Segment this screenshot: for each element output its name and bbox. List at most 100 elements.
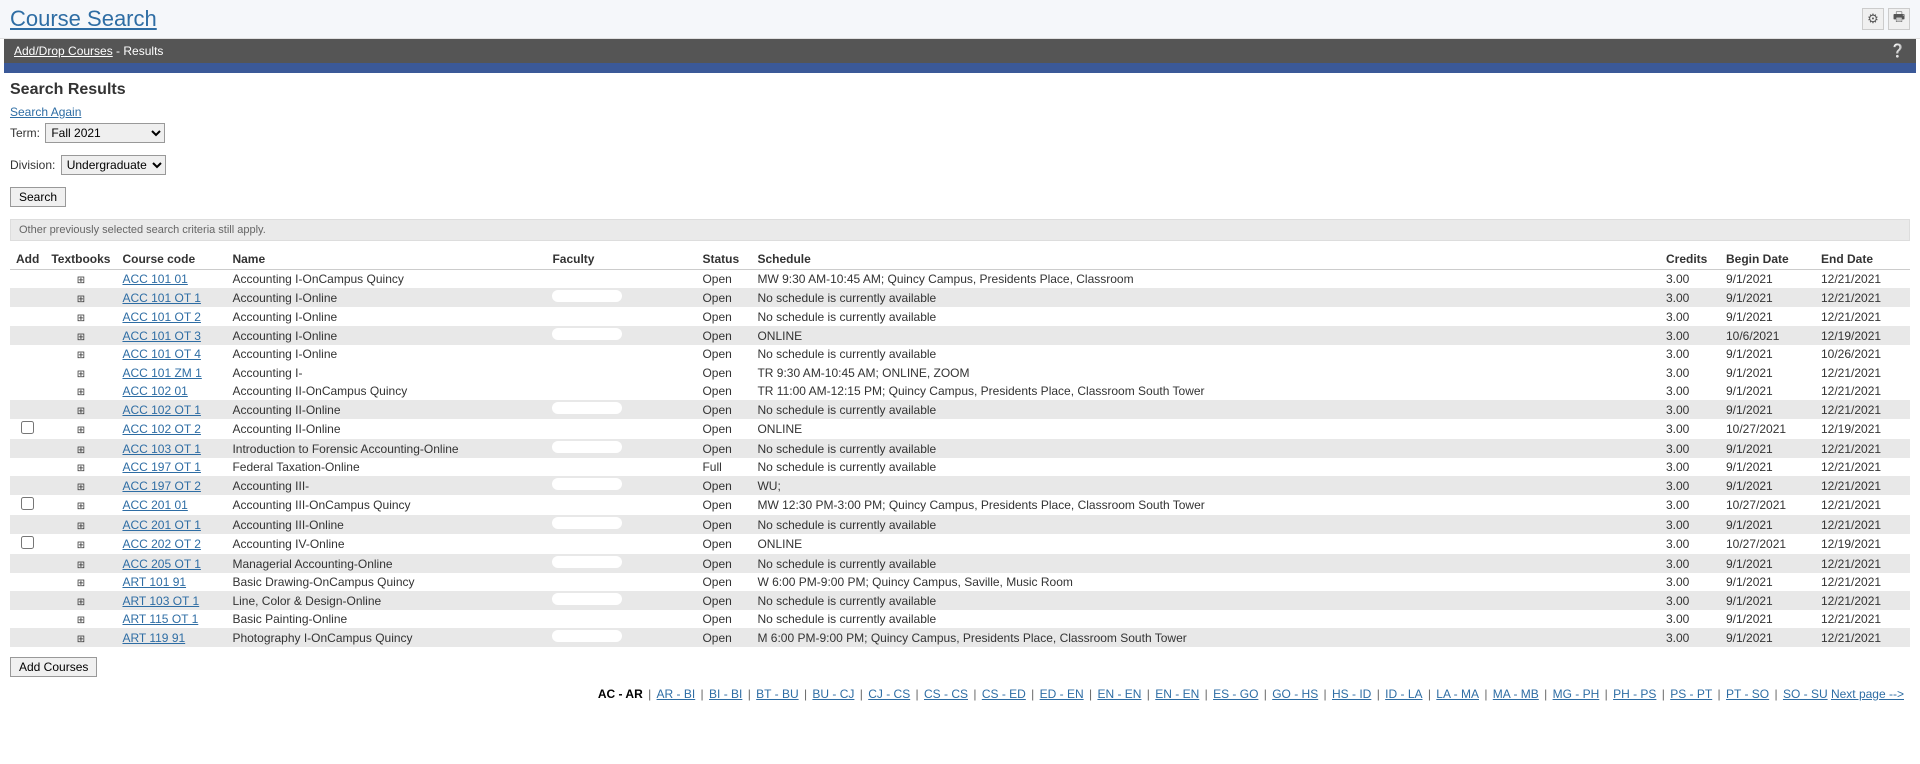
pagination-link[interactable]: HS - ID xyxy=(1332,687,1371,701)
add-checkbox[interactable] xyxy=(21,497,34,510)
pagination-link[interactable]: PS - PT xyxy=(1670,687,1712,701)
course-code-link[interactable]: ACC 197 OT 1 xyxy=(122,460,200,474)
faculty-cell xyxy=(546,573,696,591)
schedule-cell: No schedule is currently available xyxy=(751,400,1660,419)
textbook-icon[interactable]: ⊞ xyxy=(77,634,85,645)
textbook-icon[interactable]: ⊞ xyxy=(77,313,85,324)
faculty-cell xyxy=(546,363,696,382)
add-courses-button[interactable]: Add Courses xyxy=(10,657,97,677)
pagination-link[interactable]: BU - CJ xyxy=(812,687,854,701)
pagination-link[interactable]: CJ - CS xyxy=(868,687,910,701)
table-header-row: Add Textbooks Course code Name Faculty S… xyxy=(10,249,1910,270)
add-checkbox[interactable] xyxy=(21,536,34,549)
begin-date-cell: 9/1/2021 xyxy=(1720,382,1815,400)
textbook-icon[interactable]: ⊞ xyxy=(77,387,85,398)
textbook-icon[interactable]: ⊞ xyxy=(77,521,85,532)
course-code-link[interactable]: ACC 201 01 xyxy=(122,498,187,512)
course-code-link[interactable]: ART 119 91 xyxy=(122,631,185,645)
textbook-icon[interactable]: ⊞ xyxy=(77,597,85,608)
textbook-icon[interactable]: ⊞ xyxy=(77,406,85,417)
course-code-link[interactable]: ACC 101 ZM 1 xyxy=(122,366,201,380)
textbook-icon[interactable]: ⊞ xyxy=(77,560,85,571)
course-code-link[interactable]: ACC 102 OT 2 xyxy=(122,422,200,436)
pagination-link[interactable]: BI - BI xyxy=(709,687,742,701)
pagination-link[interactable]: PT - SO xyxy=(1726,687,1769,701)
pagination-link[interactable]: ES - GO xyxy=(1213,687,1258,701)
table-row: ⊞ACC 103 OT 1Introduction to Forensic Ac… xyxy=(10,439,1910,458)
begin-date-cell: 10/6/2021 xyxy=(1720,326,1815,345)
course-name: Accounting III-Online xyxy=(226,515,546,534)
course-name: Accounting I-Online xyxy=(226,307,546,326)
end-date-cell: 10/26/2021 xyxy=(1815,345,1910,363)
pagination-link[interactable]: EN - EN xyxy=(1155,687,1199,701)
course-code-link[interactable]: ACC 205 OT 1 xyxy=(122,557,200,571)
course-code-link[interactable]: ACC 197 OT 2 xyxy=(122,479,200,493)
title-icons: ⚙ 🖶 xyxy=(1862,8,1910,30)
course-code-link[interactable]: ACC 102 01 xyxy=(122,384,187,398)
page-title-link[interactable]: Course Search xyxy=(10,6,157,31)
end-date-cell: 12/21/2021 xyxy=(1815,628,1910,647)
term-select[interactable]: Fall 2021 xyxy=(45,123,165,143)
textbook-icon[interactable]: ⊞ xyxy=(77,369,85,380)
faculty-cell xyxy=(546,439,696,458)
breadcrumb-bar: Add/Drop Courses - Results ❔ xyxy=(4,39,1916,63)
pagination-link[interactable]: ID - LA xyxy=(1385,687,1422,701)
course-code-link[interactable]: ACC 103 OT 1 xyxy=(122,442,200,456)
textbook-icon[interactable]: ⊞ xyxy=(77,501,85,512)
pagination-link[interactable]: ED - EN xyxy=(1040,687,1084,701)
textbook-icon[interactable]: ⊞ xyxy=(77,350,85,361)
end-date-cell: 12/21/2021 xyxy=(1815,400,1910,419)
course-code-link[interactable]: ART 115 OT 1 xyxy=(122,612,198,626)
textbook-icon[interactable]: ⊞ xyxy=(77,482,85,493)
schedule-cell: No schedule is currently available xyxy=(751,345,1660,363)
course-code-link[interactable]: ACC 201 OT 1 xyxy=(122,518,200,532)
course-code-link[interactable]: ACC 101 OT 3 xyxy=(122,329,200,343)
course-code-link[interactable]: ART 101 91 xyxy=(122,575,186,589)
division-select[interactable]: Undergraduate xyxy=(61,155,166,175)
faculty-cell xyxy=(546,554,696,573)
pagination-link[interactable]: CS - CS xyxy=(924,687,968,701)
gear-icon[interactable]: ⚙ xyxy=(1862,8,1884,30)
pagination-link[interactable]: AR - BI xyxy=(657,687,696,701)
term-label: Term: xyxy=(10,126,40,140)
pagination-link[interactable]: SO - SU xyxy=(1783,687,1828,701)
breadcrumb-link[interactable]: Add/Drop Courses xyxy=(14,44,113,58)
pagination-link[interactable]: PH - PS xyxy=(1613,687,1656,701)
pagination-link[interactable]: MG - PH xyxy=(1553,687,1600,701)
add-checkbox[interactable] xyxy=(21,421,34,434)
course-code-link[interactable]: ACC 102 OT 1 xyxy=(122,403,200,417)
pagination-link[interactable]: GO - HS xyxy=(1272,687,1318,701)
search-button[interactable]: Search xyxy=(10,187,66,207)
end-date-cell: 12/21/2021 xyxy=(1815,307,1910,326)
search-again-link[interactable]: Search Again xyxy=(10,105,81,119)
pagination-link[interactable]: MA - MB xyxy=(1493,687,1539,701)
print-icon[interactable]: 🖶 xyxy=(1888,8,1910,30)
pagination-link[interactable]: LA - MA xyxy=(1436,687,1479,701)
textbook-icon[interactable]: ⊞ xyxy=(77,463,85,474)
course-code-link[interactable]: ART 103 OT 1 xyxy=(122,594,199,608)
next-page-link[interactable]: Next page --> xyxy=(1831,687,1904,701)
textbook-icon[interactable]: ⊞ xyxy=(77,540,85,551)
col-faculty: Faculty xyxy=(546,249,696,270)
pagination-link[interactable]: EN - EN xyxy=(1097,687,1141,701)
textbook-icon[interactable]: ⊞ xyxy=(77,332,85,343)
textbook-icon[interactable]: ⊞ xyxy=(77,294,85,305)
course-code-link[interactable]: ACC 202 OT 2 xyxy=(122,537,200,551)
pagination-link[interactable]: BT - BU xyxy=(756,687,798,701)
course-code-link[interactable]: ACC 101 01 xyxy=(122,272,187,286)
faculty-cell xyxy=(546,288,696,307)
textbook-icon[interactable]: ⊞ xyxy=(77,615,85,626)
textbook-icon[interactable]: ⊞ xyxy=(77,425,85,436)
faculty-cell xyxy=(546,495,696,515)
help-icon[interactable]: ❔ xyxy=(1890,43,1906,59)
course-name: Accounting I-Online xyxy=(226,345,546,363)
course-code-link[interactable]: ACC 101 OT 2 xyxy=(122,310,200,324)
textbook-icon[interactable]: ⊞ xyxy=(77,578,85,589)
pagination-link[interactable]: CS - ED xyxy=(982,687,1026,701)
course-name: Accounting I-Online xyxy=(226,288,546,307)
course-code-link[interactable]: ACC 101 OT 4 xyxy=(122,347,200,361)
textbook-icon[interactable]: ⊞ xyxy=(77,275,85,286)
end-date-cell: 12/19/2021 xyxy=(1815,534,1910,554)
course-code-link[interactable]: ACC 101 OT 1 xyxy=(122,291,200,305)
textbook-icon[interactable]: ⊞ xyxy=(77,445,85,456)
